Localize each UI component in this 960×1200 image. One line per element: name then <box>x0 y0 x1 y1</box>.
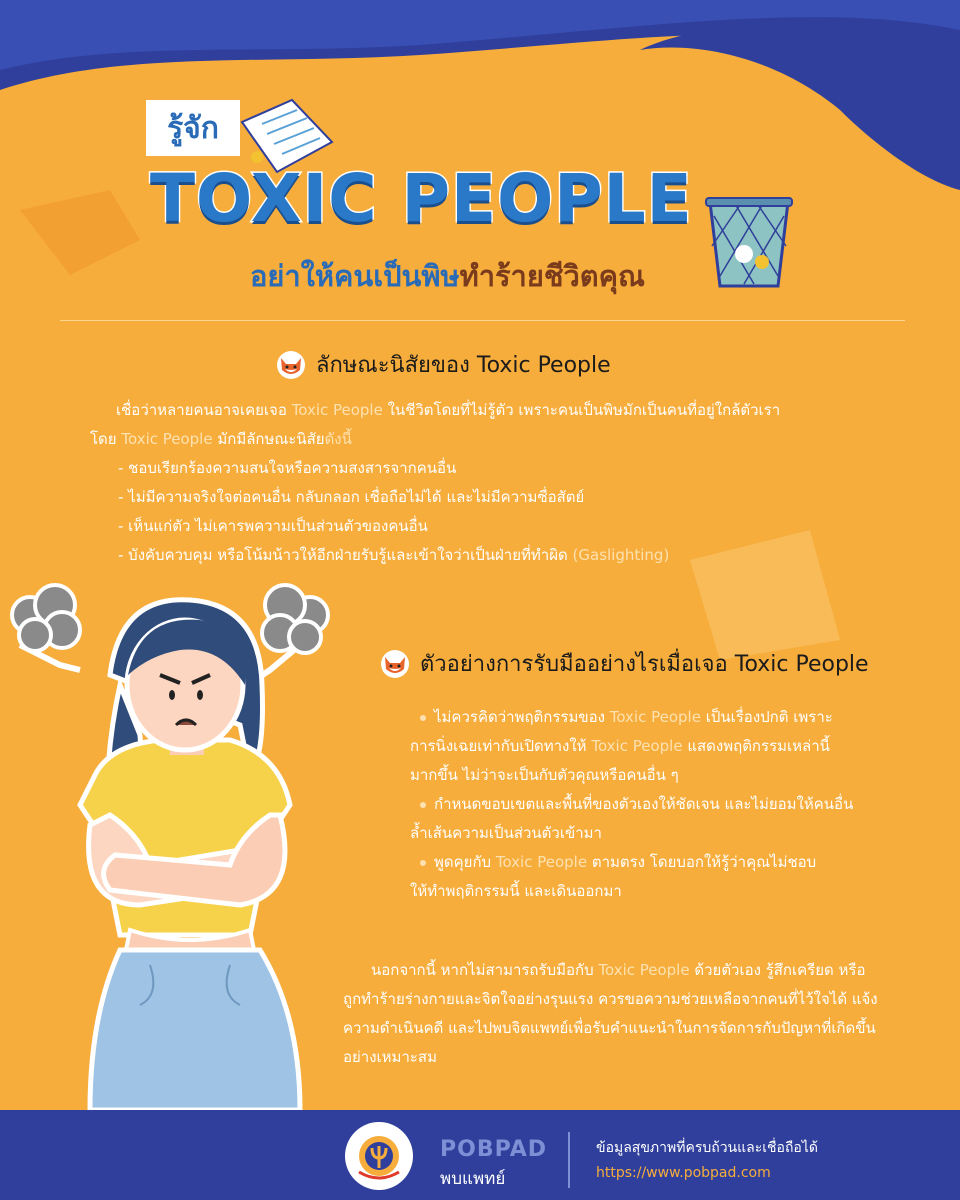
bullet-item: ไม่ควรคิดว่าพฤติกรรมของ Toxic People เป็… <box>410 703 910 732</box>
intro-text: มักมีลักษณะนิสัย <box>212 430 325 448</box>
section2-heading: ตัวอย่างการรับมืออย่างไรเมื่อเจอ Toxic P… <box>380 646 869 681</box>
section2-title: ตัวอย่างการรับมืออย่างไรเมื่อเจอ Toxic P… <box>420 652 869 677</box>
highlight-term: (Gaslighting) <box>572 546 670 564</box>
bullet-dot-icon <box>420 714 426 721</box>
bullet-dot-icon <box>420 801 426 808</box>
fox-icon <box>277 350 305 379</box>
bullet-line: ล้ำเส้นความเป็นส่วนตัวเข้ามา <box>410 824 602 842</box>
pre-title-box: รู้จัก <box>146 100 240 156</box>
highlight-term: Toxic People <box>591 737 683 755</box>
angry-woman-illustration <box>10 583 330 1110</box>
bullet-line: ให้ทำพฤติกรรมนี้ และเดินออกมา <box>410 882 622 900</box>
section1-body: เชื่อว่าหลายคนอาจเคยเจอ Toxic People ในช… <box>90 396 890 570</box>
footer-tagline: ข้อมูลสุขภาพที่ครบถ้วนและเชื่อถือได้ <box>596 1140 818 1156</box>
list-item: - ชอบเรียกร้องความสนใจหรือความสงสารจากคน… <box>118 459 457 477</box>
footer-divider <box>568 1132 570 1188</box>
fox-icon <box>381 649 409 678</box>
subtitle-part2: ทำร้ายชีวิตคุณ <box>459 259 645 293</box>
pre-title: รู้จัก <box>167 110 219 146</box>
bullet-item: กำหนดขอบเขตและพื้นที่ของตัวเองให้ชัดเจน … <box>410 790 910 819</box>
subtitle-part1: อย่าให้คนเป็นพิษ <box>250 259 460 293</box>
footer-url-link[interactable]: https://www.pobpad.com <box>596 1165 771 1181</box>
list-item: - ไม่มีความจริงใจต่อคนอื่น กลับกลอก เชื่… <box>118 488 585 506</box>
trash-bin-icon <box>705 197 793 288</box>
section2-body: ไม่ควรคิดว่าพฤติกรรมของ Toxic People เป็… <box>410 703 910 906</box>
section1-heading: ลักษณะนิสัยของ Toxic People <box>276 347 611 382</box>
footer <box>0 1110 960 1200</box>
bullet-item: พูดคุยกับ Toxic People ตามตรง โดยบอกให้ร… <box>410 848 910 877</box>
logo-emblem-icon <box>358 1136 400 1180</box>
highlight-term: Toxic People <box>598 961 690 979</box>
page-title: TOXIC PEOPLE <box>149 159 694 239</box>
bullet-dot-icon <box>420 859 426 866</box>
highlight-term: Toxic People <box>495 853 588 871</box>
paragraph-line: อย่างเหมาะสม <box>343 1048 437 1066</box>
paper-illustration <box>240 98 334 174</box>
steam-cloud-left <box>10 583 82 673</box>
pobpad-logo <box>345 1122 413 1190</box>
section1-title: ลักษณะนิสัยของ Toxic People <box>316 353 611 378</box>
divider <box>60 320 905 321</box>
subtitle: อย่าให้คนเป็นพิษทำร้ายชีวิตคุณ <box>250 253 645 299</box>
list-item: - บังคับควบคุม หรือโน้มน้าวให้อีกฝ่ายรับ… <box>90 541 890 570</box>
paragraph-line: ความดำเนินคดี และไปพบจิตแพทย์เพื่อรับคำแ… <box>343 1019 876 1037</box>
list-item: - เห็นแก่ตัว ไม่เคารพความเป็นส่วนตัวของค… <box>118 517 428 535</box>
intro-text: โดย <box>90 430 122 448</box>
highlight-term: ดังนี้ <box>324 430 352 448</box>
highlight-term: Toxic People <box>121 430 213 448</box>
section3-body: นอกจากนี้ หากไม่สามารถรับมือกับ Toxic Pe… <box>343 956 933 1072</box>
brand-name-thai: พบแพทย์ <box>440 1169 506 1189</box>
steam-cloud-right <box>253 583 330 683</box>
bullet-line: มากขึ้น ไม่ว่าจะเป็นกับตัวคุณหรือคนอื่น … <box>410 766 679 784</box>
highlight-term: Toxic People <box>609 708 701 726</box>
paragraph-line: ถูกทำร้ายร่างกายและจิตใจอย่างรุนแรง ควรข… <box>343 990 878 1008</box>
intro-text: ในชีวิตโดยที่ไม่รู้ตัว เพราะคนเป็นพิษมัก… <box>382 401 781 419</box>
list-item-text: - บังคับควบคุม หรือโน้มน้าวให้อีกฝ่ายรับ… <box>118 546 573 564</box>
highlight-term: Toxic People <box>291 401 383 419</box>
intro-text: เชื่อว่าหลายคนอาจเคยเจอ <box>116 401 292 419</box>
bullet-line: การนิ่งเฉยเท่ากับเปิดทางให้ Toxic People… <box>410 737 830 755</box>
brand-name: POBPAD <box>440 1137 547 1162</box>
